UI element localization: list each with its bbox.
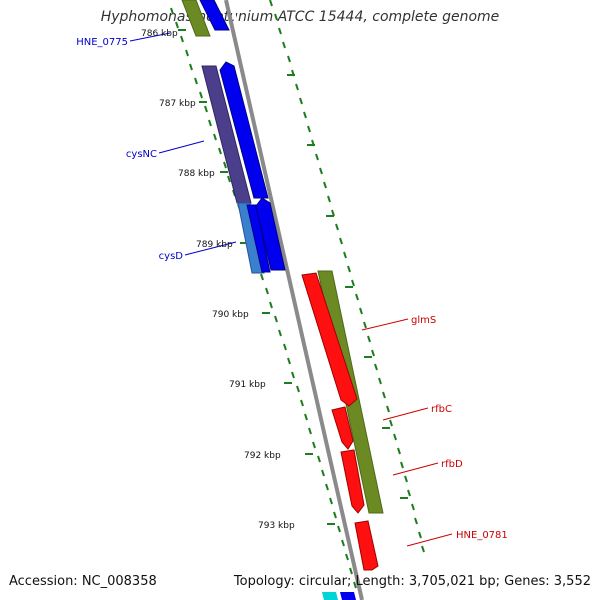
genome-summary: Topology: circular; Length: 3,705,021 bp… bbox=[233, 574, 591, 589]
label-leaders bbox=[129, 32, 453, 547]
gene-label[interactable]: cysNC bbox=[126, 149, 157, 160]
kbp-label: 793 kbp bbox=[258, 521, 295, 531]
gene-label[interactable]: rfbD bbox=[441, 459, 463, 470]
kbp-label: 786 kbp bbox=[141, 29, 178, 39]
accession-label: Accession: NC_008358 bbox=[9, 574, 157, 589]
cyan-feature-bottom bbox=[322, 592, 338, 600]
right-features bbox=[301, 270, 384, 600]
gene-labels-right: glmS rfbC rfbD HNE_0781 bbox=[411, 315, 508, 541]
gene-label[interactable]: rfbC bbox=[431, 404, 452, 415]
ruler-labels: 786 kbp 787 kbp 788 kbp 789 kbp 790 kbp … bbox=[141, 29, 295, 531]
kbp-label: 791 kbp bbox=[229, 380, 266, 390]
gene-glmS bbox=[301, 272, 358, 407]
kbp-label: 788 kbp bbox=[178, 169, 215, 179]
genome-backbone bbox=[224, 0, 364, 600]
kbp-label: 790 kbp bbox=[212, 310, 249, 320]
gene-label[interactable]: HNE_0781 bbox=[456, 530, 508, 541]
genome-backbone-inner bbox=[229, 0, 369, 600]
cysNC-domain bbox=[201, 65, 252, 204]
gene-labels-left: HNE_0775 cysNC cysD bbox=[76, 37, 183, 262]
gene-cysD-a bbox=[246, 204, 271, 273]
kbp-label: 787 kbp bbox=[159, 99, 196, 109]
gene-bottom-blue bbox=[340, 592, 356, 600]
gene-hne0775 bbox=[199, 0, 230, 31]
cds-feature-top bbox=[181, 0, 211, 37]
gene-label[interactable]: HNE_0775 bbox=[76, 37, 128, 48]
gene-rfbD bbox=[340, 449, 365, 514]
gene-hne0781 bbox=[354, 520, 379, 571]
gene-cysD-b bbox=[255, 197, 286, 271]
kbp-label: 792 kbp bbox=[244, 451, 281, 461]
gene-rfbC bbox=[331, 406, 354, 450]
gene-label[interactable]: glmS bbox=[411, 315, 436, 326]
left-features bbox=[181, 0, 286, 274]
cysD-domain bbox=[237, 202, 265, 274]
gene-label[interactable]: cysD bbox=[159, 251, 184, 262]
right-tick-ladder bbox=[269, 0, 425, 553]
kbp-label: 789 kbp bbox=[196, 240, 233, 250]
right-major-ticks bbox=[287, 74, 408, 499]
gene-cysNC bbox=[219, 61, 269, 199]
left-tick-ladder bbox=[170, 7, 357, 589]
